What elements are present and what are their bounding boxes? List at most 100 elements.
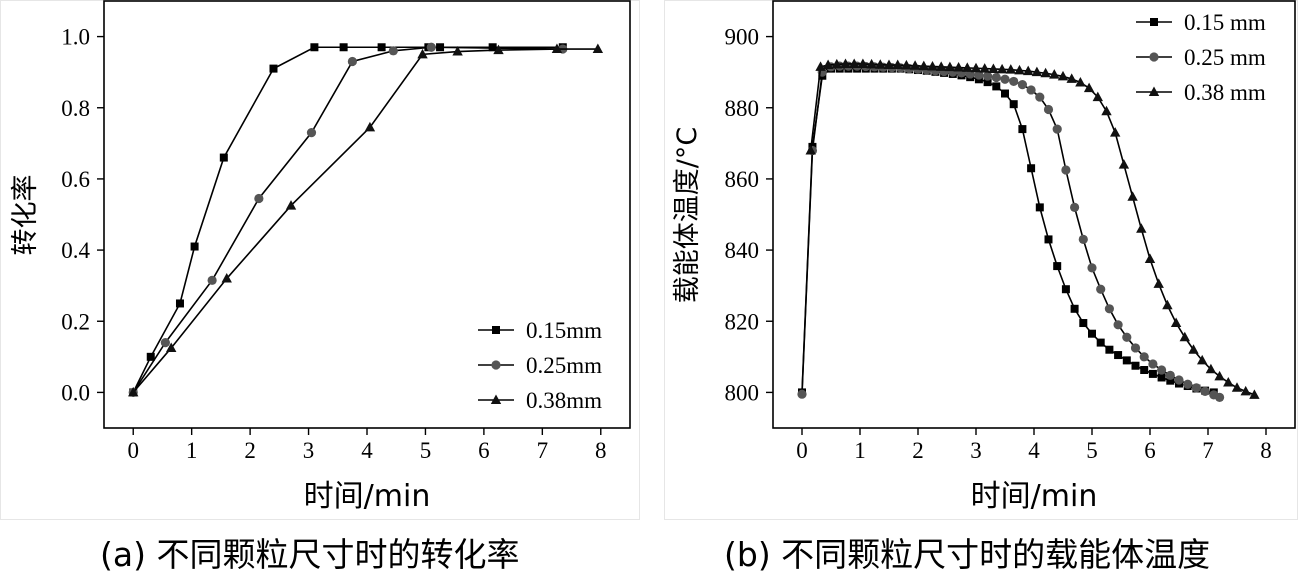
data-point-triangle	[1179, 331, 1190, 342]
legend-label: 0.38 mm	[1184, 80, 1266, 105]
data-point-circle	[797, 389, 807, 399]
data-point-square	[1061, 285, 1070, 294]
data-point-circle	[1017, 80, 1027, 90]
data-point-square	[377, 43, 386, 52]
data-point-triangle	[822, 59, 834, 70]
data-point-square	[1079, 319, 1088, 328]
data-point-triangle	[927, 60, 938, 71]
data-point-triangle	[1136, 223, 1147, 233]
x-tick-label: 3	[970, 438, 982, 463]
data-point-triangle	[988, 63, 999, 73]
data-point-triangle	[592, 43, 604, 54]
data-point-triangle	[815, 61, 826, 71]
x-tick-label: 6	[1144, 438, 1156, 463]
data-point-square	[992, 82, 1001, 91]
data-point-circle	[1043, 104, 1054, 115]
x-tick-label: 2	[912, 438, 924, 463]
data-point-triangle	[493, 44, 504, 55]
data-point-circle	[1139, 352, 1149, 362]
data-point-triangle	[1127, 191, 1138, 201]
chart-b-series	[797, 58, 1260, 402]
data-point-circle	[983, 71, 993, 81]
y-tick-label: 860	[725, 167, 760, 192]
data-point-circle	[1130, 343, 1141, 353]
x-tick-label: 5	[1086, 438, 1098, 463]
data-point-square	[1105, 345, 1114, 354]
data-point-triangle	[1197, 354, 1208, 365]
data-point-circle	[1061, 165, 1071, 175]
y-tick-label: 880	[725, 96, 760, 121]
data-point-triangle	[840, 58, 851, 68]
chart-a-x-ticks: 0 1 2 3 4 5 6 7 8	[127, 428, 607, 463]
data-point-triangle	[936, 61, 947, 71]
data-point-circle	[974, 70, 984, 80]
chart-a-series	[128, 42, 604, 398]
data-point-triangle	[1153, 278, 1164, 288]
chart-a-x-axis-label: 时间/min	[304, 479, 431, 514]
data-point-triangle	[831, 58, 842, 69]
data-point-triangle	[1101, 105, 1112, 116]
data-point-triangle	[909, 60, 921, 70]
x-tick-label: 4	[1028, 438, 1040, 463]
data-point-circle	[1148, 359, 1158, 369]
data-point-triangle	[1188, 344, 1199, 354]
data-point-square	[146, 352, 155, 361]
data-point-triangle	[849, 58, 860, 68]
chart-b-x-axis-label: 时间/min	[971, 479, 1098, 514]
chart-b-x-ticks: 0 1 2 3 4 5 6 7 8	[796, 428, 1272, 463]
data-point-circle	[1009, 76, 1019, 87]
data-point-square	[1001, 89, 1009, 98]
x-tick-label: 3	[303, 438, 315, 463]
x-tick-label: 5	[420, 438, 432, 463]
y-tick-label: 0.4	[61, 238, 90, 263]
data-point-triangle	[1075, 76, 1086, 87]
y-tick-label: 840	[725, 238, 760, 263]
data-point-circle	[1104, 304, 1114, 314]
data-point-circle	[1052, 124, 1062, 134]
x-tick-label: 7	[1202, 438, 1214, 463]
data-point-triangle	[1144, 253, 1156, 263]
data-point-triangle	[1005, 64, 1016, 74]
data-point-square	[488, 43, 497, 52]
legend-label: 0.15mm	[526, 318, 602, 343]
y-tick-label: 820	[725, 309, 760, 334]
data-point-triangle	[1066, 73, 1077, 83]
data-point-circle	[1070, 202, 1080, 212]
data-point-square	[1157, 373, 1166, 382]
data-point-triangle	[918, 60, 929, 71]
data-point-circle	[388, 46, 398, 56]
data-point-circle	[1174, 375, 1184, 385]
data-point-circle	[1191, 383, 1201, 393]
data-point-triangle	[166, 342, 177, 352]
data-point-triangle	[953, 62, 964, 72]
data-point-triangle	[1162, 299, 1173, 310]
data-point-circle	[991, 72, 1001, 83]
data-point-triangle	[221, 273, 232, 283]
data-point-triangle	[1240, 385, 1251, 396]
data-point-triangle	[875, 59, 886, 69]
data-point-square	[1122, 356, 1131, 365]
series-line-circle	[801, 65, 1220, 399]
y-tick-label: 0.0	[61, 380, 90, 405]
y-tick-label: 1.0	[61, 25, 90, 50]
x-tick-label: 0	[127, 438, 139, 463]
data-point-triangle	[857, 58, 869, 68]
y-tick-label: 0.8	[61, 96, 90, 121]
y-tick-label: 0.6	[61, 167, 90, 192]
data-point-triangle	[1023, 65, 1034, 76]
chart-b-y-ticks: 800 820 840 860 880 900	[725, 25, 773, 405]
chart-a-y-axis-label: 转化率	[10, 175, 41, 256]
data-point-triangle	[866, 58, 877, 69]
chart-a-y-ticks: 0.0 0.2 0.4 0.6 0.8 1.0	[61, 25, 104, 405]
data-point-triangle	[892, 59, 903, 70]
data-point-circle	[160, 338, 170, 348]
data-point-square	[1009, 100, 1018, 109]
data-point-triangle	[1057, 70, 1069, 81]
data-point-circle	[1000, 74, 1010, 84]
data-point-triangle	[128, 386, 139, 397]
series-line-triangle	[809, 63, 1255, 396]
data-point-triangle	[417, 48, 428, 59]
x-tick-label: 1	[186, 438, 198, 463]
data-point-triangle	[996, 63, 1008, 74]
